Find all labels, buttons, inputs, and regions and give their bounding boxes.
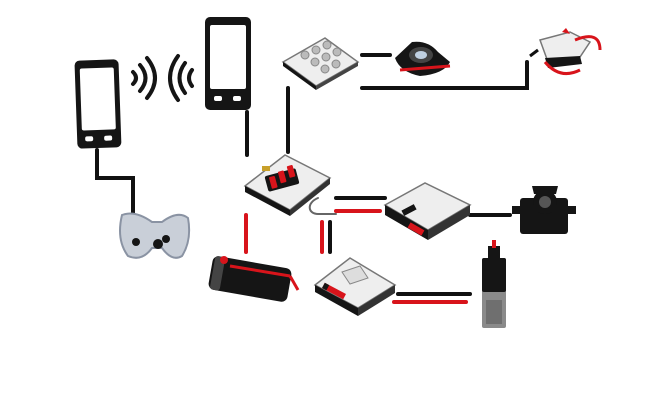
wifi-signal-right-icon <box>170 56 192 100</box>
gripper-servo <box>530 28 600 74</box>
wire-loop <box>310 198 336 214</box>
phone-left <box>74 59 121 148</box>
battery-pack <box>208 255 298 302</box>
sensor-board <box>283 38 358 90</box>
wire-phone-to-controller <box>97 150 133 215</box>
motor-driver-board <box>315 258 395 316</box>
game-controller-icon <box>120 214 189 258</box>
camera-module <box>395 42 450 76</box>
main-board <box>245 155 330 216</box>
servo-driver-board <box>385 183 470 240</box>
phone-right <box>205 17 251 110</box>
servo-motor <box>512 186 576 234</box>
wifi-signal-left-icon <box>133 58 155 98</box>
dc-motor <box>482 240 506 328</box>
